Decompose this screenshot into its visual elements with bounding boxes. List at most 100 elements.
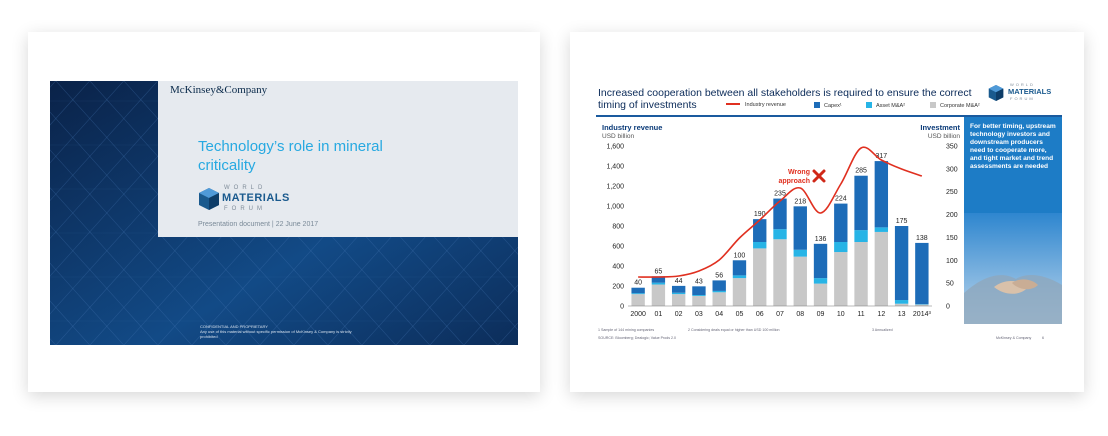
wrong-approach-annotation: Wrong approach	[778, 169, 826, 185]
corporate-mna-bar	[894, 303, 909, 306]
x-tick-label: 02	[675, 311, 683, 318]
x-tick-label: 08	[796, 311, 804, 318]
left-tick-label: 1,400	[606, 164, 624, 171]
right-tick-label: 150	[946, 235, 958, 242]
footnote-3: 3 Annualized	[872, 328, 893, 332]
corporate-mna-bar	[631, 294, 645, 306]
right-axis-title: Investment	[920, 123, 960, 132]
corporate-mna-bar	[834, 252, 848, 306]
right-tick-label: 0	[946, 304, 950, 311]
left-tick-label: 1,200	[606, 184, 624, 191]
asset-mna-bar	[692, 295, 706, 296]
corporate-mna-bar	[651, 284, 666, 306]
left-tick-label: 400	[612, 264, 624, 271]
x-tick-label: 11	[857, 311, 864, 318]
confidential-note: CONFIDENTIAL AND PROPRIETARY Any use of …	[200, 324, 360, 339]
bar-total-label: 56	[715, 272, 723, 279]
x-tick-label: 2000	[630, 311, 646, 318]
handshake-image	[964, 213, 1062, 324]
capex-bar	[854, 175, 868, 231]
cover-slide[interactable]: McKinsey&Company Technology’s role in mi…	[28, 32, 540, 392]
asset-mna-bar	[834, 242, 848, 253]
corporate-mna-bar	[671, 294, 686, 306]
capex-swatch	[814, 102, 820, 108]
logo-line-3: FORUM	[224, 206, 266, 212]
corporate-mna-bar	[732, 278, 747, 306]
slide-subtitle: Presentation document | 22 June 2017	[198, 221, 319, 228]
asset-mna-bar	[753, 242, 767, 249]
cube-icon	[199, 188, 219, 210]
footer-brand: McKinsey & Company	[996, 336, 1032, 340]
bar-total-label: 100	[734, 252, 746, 259]
confidential-label: CONFIDENTIAL AND PROPRIETARY	[200, 324, 268, 329]
world-materials-forum-logo: WORLD MATERIALS FORUM	[198, 185, 298, 215]
revenue-line	[638, 146, 923, 278]
capex-bar	[894, 226, 909, 301]
left-tick-label: 200	[612, 284, 624, 291]
left-axis-unit: USD billion	[602, 133, 635, 140]
right-tick-label: 100	[946, 258, 958, 265]
company-logo: McKinsey&Company	[170, 84, 268, 96]
bar-total-label: 224	[835, 196, 847, 203]
logo-line-2: MATERIALS	[1008, 87, 1052, 96]
x-tick-label: 09	[817, 311, 825, 318]
logo-line-3: FORUM	[1010, 96, 1035, 101]
title-panel	[158, 81, 518, 237]
bar-total-label: 285	[855, 168, 867, 175]
capex-bar	[651, 276, 666, 283]
annotation-line-1: Wrong	[788, 169, 810, 176]
legend-revenue: Industry revenue	[726, 102, 786, 108]
bar-total-label: 190	[754, 211, 766, 218]
legend-corporate: Corporate M&A²	[930, 102, 980, 109]
world-materials-forum-logo: WORLD MATERIALS FORUM	[988, 82, 1060, 104]
left-tick-label: 1,600	[606, 144, 624, 151]
capex-bar	[712, 280, 726, 291]
annotation-line-2: approach	[778, 178, 810, 185]
bar-total-label: 138	[916, 235, 928, 242]
asset-mna-bar	[712, 290, 726, 293]
slide-title: Technology’s role in mineral criticality	[198, 138, 383, 174]
x-tick-label: 12	[877, 311, 885, 318]
right-tick-label: 50	[946, 281, 954, 288]
x-tick-label: 07	[776, 311, 784, 318]
capex-bar	[793, 206, 807, 250]
corporate-mna-bar	[793, 256, 807, 306]
asset-mna-bar	[854, 230, 868, 242]
x-tick-label: 06	[756, 311, 764, 318]
asset-swatch	[866, 102, 872, 108]
x-tick-label: 04	[715, 311, 723, 318]
callout-panel: For better timing, upstream technology i…	[964, 117, 1062, 324]
asset-mna-bar	[793, 249, 807, 257]
asset-mna-bar	[651, 282, 666, 285]
corporate-mna-bar	[753, 248, 767, 306]
corporate-mna-bar	[915, 304, 929, 306]
right-tick-label: 250	[946, 189, 958, 196]
capex-bar	[874, 161, 889, 228]
asset-mna-bar	[894, 300, 909, 304]
capex-bar	[773, 198, 787, 230]
legend-capex: Capex¹	[814, 102, 842, 109]
asset-mna-bar	[732, 275, 747, 279]
corporate-swatch	[930, 102, 936, 108]
asset-mna-bar	[874, 227, 889, 232]
cube-icon	[988, 85, 1004, 101]
left-tick-label: 1,000	[606, 204, 624, 211]
disclaimer-text: Any use of this material without specifi…	[200, 329, 352, 339]
bar-total-label: 43	[695, 278, 703, 285]
footnote-1: 1 Sample of 144 mining companies	[598, 328, 655, 332]
x-tick-label: 05	[736, 311, 744, 318]
cross-icon	[812, 169, 826, 183]
x-tick-label: 10	[837, 311, 845, 318]
capex-bar	[915, 242, 929, 305]
bar-total-label: 136	[815, 236, 827, 243]
corporate-mna-bar	[874, 231, 889, 306]
callout-text: For better timing, upstream technology i…	[970, 123, 1056, 170]
asset-mna-bar	[671, 292, 686, 295]
chart-slide[interactable]: Increased cooperation between all stakeh…	[570, 32, 1084, 392]
right-tick-label: 200	[946, 212, 958, 219]
corporate-mna-bar	[813, 283, 828, 306]
bar-total-label: 235	[774, 191, 786, 198]
corporate-mna-bar	[773, 239, 787, 306]
source-note: SOURCE: Bloomberg; Dealogic; Value Prods…	[598, 336, 677, 340]
left-axis-title: Industry revenue	[602, 123, 662, 132]
